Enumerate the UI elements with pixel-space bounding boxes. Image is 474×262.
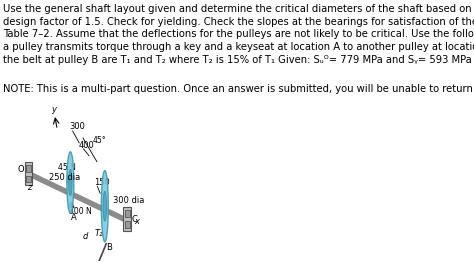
- Ellipse shape: [67, 152, 74, 213]
- Text: T₂: T₂: [95, 229, 103, 238]
- Bar: [125, 210, 129, 217]
- Bar: [26, 176, 31, 182]
- Bar: [26, 165, 31, 172]
- Text: 45 N: 45 N: [58, 163, 76, 172]
- Text: NOTE: This is a multi-part question. Once an answer is submitted, you will be un: NOTE: This is a multi-part question. Onc…: [3, 85, 474, 95]
- Text: 150: 150: [94, 178, 109, 187]
- Text: A: A: [71, 213, 77, 222]
- Text: 400: 400: [79, 141, 94, 150]
- Ellipse shape: [69, 170, 72, 195]
- Text: 45°: 45°: [93, 136, 106, 145]
- Text: y: y: [51, 105, 56, 114]
- Text: 300 dia: 300 dia: [113, 196, 145, 205]
- Text: z: z: [27, 183, 31, 192]
- Text: d: d: [83, 232, 88, 241]
- Text: B: B: [106, 243, 112, 252]
- Bar: [25, 162, 32, 185]
- Bar: [125, 221, 129, 228]
- Ellipse shape: [101, 171, 109, 242]
- Bar: [123, 207, 131, 231]
- Text: 250 dia: 250 dia: [49, 173, 80, 182]
- Text: C: C: [131, 215, 137, 223]
- Ellipse shape: [103, 191, 107, 221]
- Text: 300 N: 300 N: [69, 207, 92, 216]
- Text: Use the general shaft layout given and determine the critical diameters of the s: Use the general shaft layout given and d…: [3, 4, 474, 65]
- Text: x: x: [135, 217, 140, 226]
- Text: 300: 300: [69, 122, 85, 131]
- Text: O: O: [17, 165, 24, 174]
